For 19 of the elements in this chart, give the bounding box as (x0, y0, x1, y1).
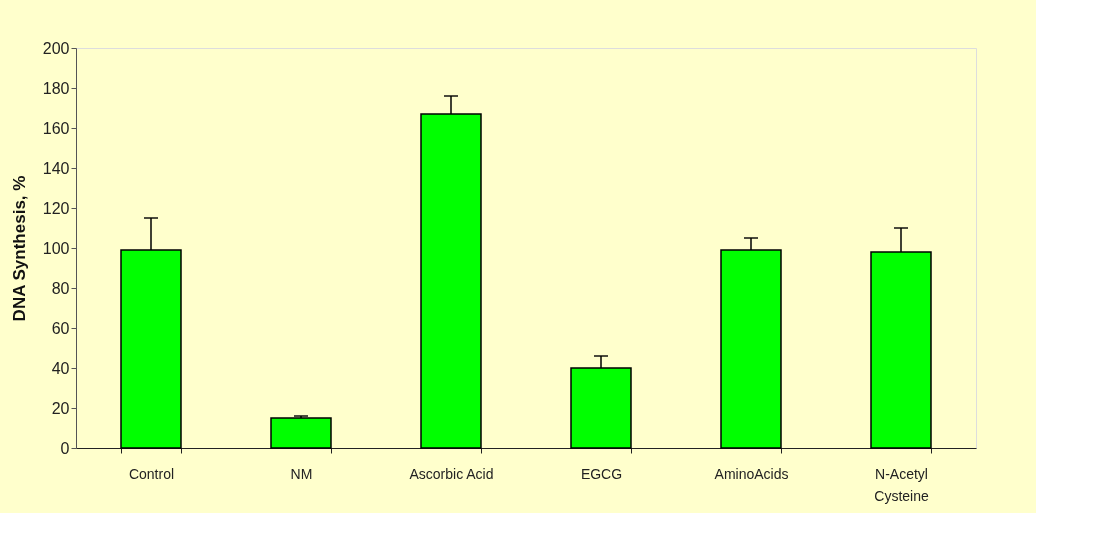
y-tick-label: 100 (42, 239, 70, 257)
x-tick-label: EGCG (580, 465, 623, 482)
x-tick-label: N-Acetyl Cysteine (874, 465, 929, 504)
y-tick-label: 180 (42, 79, 70, 97)
x-tick-label: Control (128, 465, 175, 482)
y-tick-label: 0 (60, 439, 70, 457)
x-tick-label: NM (290, 465, 313, 482)
x-tick-label: AminoAcids (714, 465, 789, 482)
y-tick-label: 200 (42, 39, 70, 57)
y-axis-title: DNA Synthesis, % (9, 175, 29, 322)
y-tick-label: 140 (42, 159, 70, 177)
y-tick-label: 80 (51, 279, 70, 297)
y-tick-label: 40 (51, 359, 70, 377)
bar (270, 417, 332, 449)
x-tick-label: Ascorbic Acid (409, 465, 494, 482)
y-tick-label: 120 (42, 199, 70, 217)
y-tick-label: 60 (51, 319, 70, 337)
y-tick-label: 160 (42, 119, 70, 137)
y-tick-label: 20 (51, 399, 70, 417)
